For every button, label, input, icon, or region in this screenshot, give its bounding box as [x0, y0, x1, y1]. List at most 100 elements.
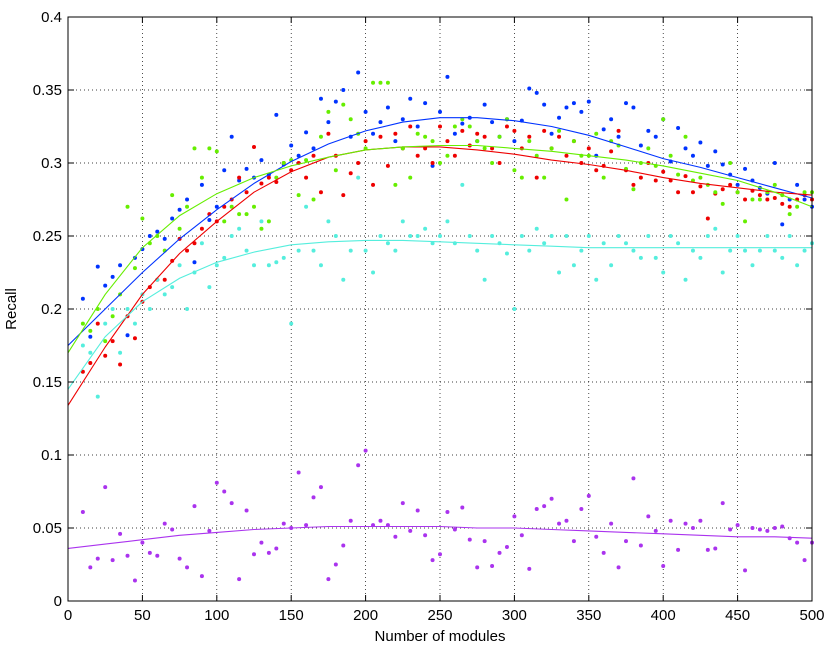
data-point	[348, 518, 353, 523]
data-point	[393, 534, 398, 539]
x-tick-label: 300	[502, 607, 527, 624]
x-tick-label: 50	[134, 607, 151, 624]
data-point	[185, 204, 190, 209]
data-point	[318, 263, 323, 268]
data-point	[430, 558, 435, 563]
data-point	[609, 521, 614, 526]
tick-labels: 0 50 100 150 200 250 300 350 400 450 500 0 0.05 0.1 0.…	[33, 9, 825, 624]
data-point	[110, 274, 115, 279]
data-point	[110, 314, 115, 319]
data-point	[653, 255, 658, 260]
data-point	[214, 149, 219, 154]
data-point	[80, 509, 85, 514]
data-point	[475, 139, 480, 144]
data-point	[772, 161, 777, 165]
data-point	[534, 90, 539, 95]
data-point	[110, 558, 115, 563]
data-point	[549, 496, 554, 501]
data-point	[445, 139, 450, 144]
data-point	[653, 528, 658, 533]
data-point	[162, 521, 167, 526]
data-point	[616, 234, 621, 238]
data-point	[333, 168, 338, 173]
data-point	[616, 128, 621, 133]
data-point	[690, 248, 695, 253]
data-point	[616, 565, 621, 570]
data-point	[698, 175, 703, 180]
data-point	[668, 153, 673, 158]
data-point	[542, 128, 547, 133]
data-point	[594, 168, 599, 173]
data-point	[132, 336, 137, 341]
data-point	[683, 521, 688, 526]
data-point	[415, 131, 420, 136]
data-point	[802, 197, 807, 202]
data-point	[147, 550, 152, 555]
data-point	[787, 234, 792, 238]
data-point	[385, 163, 390, 168]
data-point	[698, 184, 703, 189]
data-point	[185, 248, 190, 253]
data-point	[252, 552, 256, 557]
data-point	[601, 241, 606, 246]
data-point	[430, 163, 435, 168]
data-point	[378, 134, 383, 139]
data-point	[408, 175, 413, 180]
data-point	[713, 546, 718, 551]
data-point	[423, 134, 428, 139]
data-point	[363, 448, 368, 453]
data-point	[237, 212, 242, 217]
data-point	[445, 74, 450, 79]
data-point	[110, 339, 115, 344]
data-point	[378, 120, 383, 125]
data-point	[162, 277, 167, 282]
data-point	[713, 149, 718, 154]
data-point	[787, 212, 792, 217]
x-tick-label: 350	[576, 607, 601, 624]
data-point	[274, 175, 279, 180]
data-point	[802, 248, 807, 253]
data-point	[557, 134, 562, 139]
data-point	[720, 501, 725, 506]
data-point	[594, 277, 599, 282]
data-point	[266, 263, 271, 268]
data-point	[720, 270, 725, 275]
data-point	[661, 117, 666, 122]
data-point	[214, 263, 219, 268]
data-point	[519, 533, 524, 538]
data-point	[95, 556, 100, 561]
data-point	[341, 88, 346, 92]
data-point	[363, 139, 368, 144]
data-point	[177, 207, 182, 212]
data-point	[564, 105, 569, 110]
data-point	[467, 124, 472, 129]
data-point	[304, 158, 309, 163]
data-point	[445, 219, 450, 224]
data-point	[542, 504, 547, 509]
data-point	[713, 226, 718, 231]
data-point	[452, 153, 457, 158]
data-point	[207, 285, 212, 290]
data-point	[348, 117, 353, 122]
ticks	[67, 16, 813, 602]
data-point	[460, 505, 465, 510]
data-point	[147, 307, 152, 311]
data-point	[795, 204, 800, 209]
data-point	[371, 270, 376, 275]
data-point	[646, 128, 651, 133]
x-tick-label: 400	[651, 607, 676, 624]
data-point	[266, 550, 271, 555]
data-point	[311, 153, 316, 158]
data-point	[705, 234, 710, 238]
data-point	[735, 523, 740, 528]
data-point	[542, 241, 547, 246]
data-point	[155, 229, 160, 234]
data-point	[326, 219, 331, 224]
y-tick-label: 0.35	[33, 82, 62, 99]
series-4	[80, 448, 814, 583]
data-point	[244, 508, 249, 513]
data-point	[430, 241, 435, 246]
data-point	[393, 182, 398, 187]
data-point	[772, 182, 777, 187]
